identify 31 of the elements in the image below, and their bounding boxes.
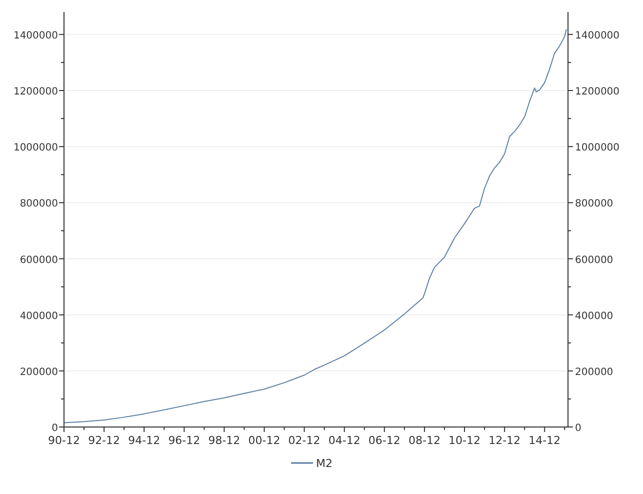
y2-tick-label: 1200000 <box>575 86 620 98</box>
y2-tick-label: 600000 <box>575 254 614 266</box>
x-tick-label: 12-12 <box>488 434 521 447</box>
y-tick-label: 800000 <box>20 198 58 210</box>
y-tick-label: 1000000 <box>13 142 58 154</box>
y-tick-label: 1200000 <box>13 86 58 98</box>
x-tick-label: 98-12 <box>208 434 240 447</box>
y-tick-label: 1400000 <box>13 30 58 42</box>
y-tick-label: 400000 <box>20 310 58 322</box>
y-tick-label: 0 <box>52 423 58 434</box>
y2-tick-label: 200000 <box>575 366 614 378</box>
y2-tick-label: 0 <box>575 423 582 434</box>
x-tick-label: 96-12 <box>168 434 200 447</box>
x-tick-label: 94-12 <box>128 434 160 447</box>
y2-tick-label: 1400000 <box>575 30 620 42</box>
line-series <box>64 29 567 424</box>
x-tick-label: 10-12 <box>448 434 480 447</box>
y2-tick-label: 1000000 <box>575 142 620 154</box>
y2-tick-label: 800000 <box>575 198 614 210</box>
x-tick-label: 06-12 <box>368 434 400 447</box>
x-tick-label: 90-12 <box>48 434 80 447</box>
x-tick-label: 14-12 <box>528 434 561 447</box>
y2-tick-label: 400000 <box>575 310 614 322</box>
y-tick-label: 600000 <box>20 254 58 266</box>
x-tick-label: 92-12 <box>88 434 120 447</box>
x-tick-label: 00-12 <box>248 434 280 447</box>
legend-label: M2 <box>316 457 332 470</box>
x-tick-label: 08-12 <box>408 434 440 447</box>
y-tick-label: 200000 <box>20 366 58 378</box>
x-tick-label: 02-12 <box>288 434 320 447</box>
x-tick-label: 04-12 <box>328 434 360 447</box>
